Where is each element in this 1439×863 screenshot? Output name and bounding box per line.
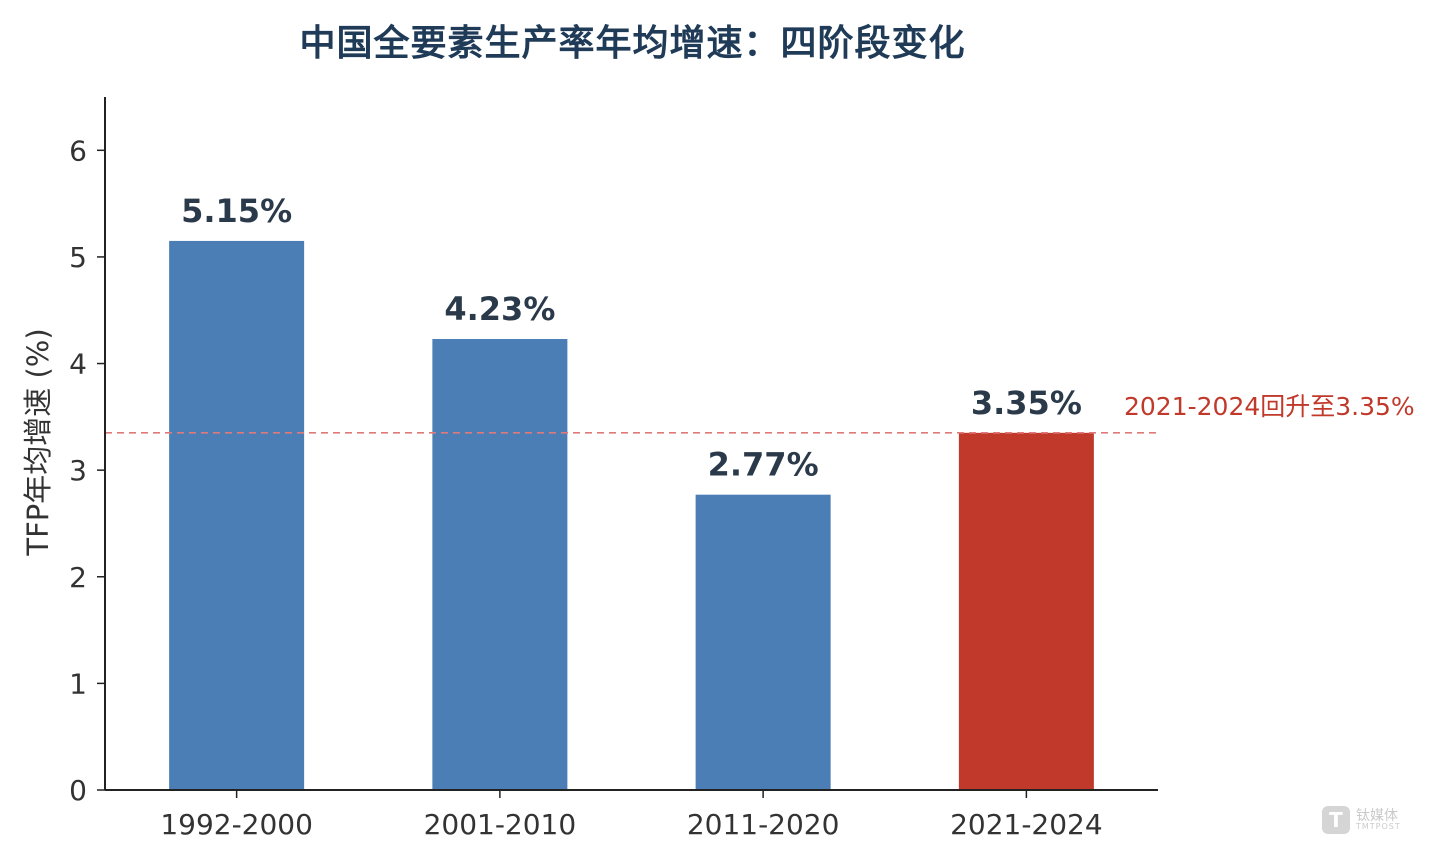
y-tick-label-2: 2 [69,561,87,594]
bar-2011-2020 [695,494,831,790]
axes-group [104,97,1158,791]
data-label-2001-2010: 4.23% [444,290,555,328]
bar-1992-2000 [169,240,305,790]
y-tick-label-3: 3 [69,454,87,487]
x-tick-label-1992-2000: 1992-2000 [160,808,313,841]
y-tick-label-1: 1 [69,667,87,700]
x-tick-label-2021-2024: 2021-2024 [950,808,1103,841]
bar-2021-2024 [958,432,1094,790]
watermark-sub: TMTPOST [1356,822,1401,831]
y-ticks-group: 0 1 2 3 4 5 6 [69,134,105,807]
y-tick-label-6: 6 [69,134,87,167]
y-tick-label-5: 5 [69,241,87,274]
watermark: T 钛媒体 TMTPOST [1322,806,1401,834]
reference-line-annotation: 2021-2024回升至3.35% [1124,392,1415,421]
data-label-2011-2020: 2.77% [708,446,819,484]
chart-title: 中国全要素生产率年均增速：四阶段变化 [299,23,966,64]
data-label-1992-2000: 5.15% [181,192,292,230]
x-tick-label-2011-2020: 2011-2020 [687,808,840,841]
y-tick-label-0: 0 [69,774,87,807]
data-label-2021-2024: 3.35% [971,384,1082,422]
x-tick-label-2001-2010: 2001-2010 [424,808,577,841]
tmtpost-logo-icon: T [1322,806,1350,834]
bars-group [169,240,1094,790]
x-ticks-group: 1992-2000 2001-2010 2011-2020 2021-2024 [160,790,1103,841]
watermark-name: 钛媒体 [1356,808,1398,824]
y-axis-title: TFP年均增速 (%) [21,328,55,556]
data-labels-group: 5.15% 4.23% 2.77% 3.35% [181,192,1082,484]
y-tick-label-4: 4 [69,348,87,381]
bar-2001-2010 [432,339,568,790]
